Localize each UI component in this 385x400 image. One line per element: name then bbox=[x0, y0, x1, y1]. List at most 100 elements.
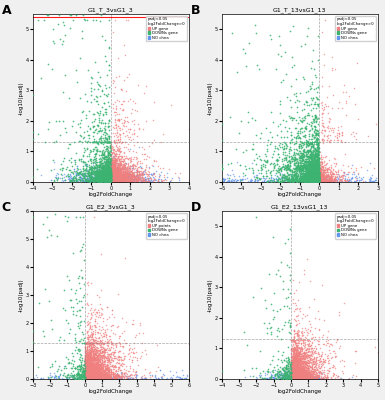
Point bbox=[289, 367, 295, 373]
Point bbox=[289, 177, 295, 183]
Point bbox=[96, 178, 102, 185]
Point bbox=[315, 176, 321, 182]
Point bbox=[281, 375, 287, 382]
Point bbox=[86, 367, 92, 374]
Point bbox=[123, 172, 129, 178]
Point bbox=[315, 150, 321, 156]
Point bbox=[325, 125, 331, 131]
Point bbox=[315, 155, 321, 161]
Point bbox=[298, 374, 304, 381]
Point bbox=[327, 178, 333, 185]
Point bbox=[97, 301, 103, 307]
Point bbox=[68, 370, 74, 376]
Point bbox=[316, 173, 322, 179]
Point bbox=[107, 166, 113, 172]
Point bbox=[77, 364, 84, 370]
Point bbox=[72, 337, 78, 343]
Point bbox=[310, 354, 316, 360]
Point bbox=[119, 126, 125, 132]
Point bbox=[305, 149, 311, 156]
Point bbox=[291, 338, 298, 344]
Point bbox=[291, 373, 297, 380]
Point bbox=[323, 178, 330, 185]
Point bbox=[89, 365, 95, 372]
Point bbox=[301, 178, 307, 184]
Point bbox=[123, 154, 129, 161]
Point bbox=[50, 38, 56, 44]
Point bbox=[293, 354, 299, 360]
Point bbox=[313, 150, 319, 157]
Point bbox=[118, 374, 124, 381]
Point bbox=[291, 373, 297, 380]
Point bbox=[311, 369, 318, 375]
Point bbox=[307, 376, 313, 382]
Point bbox=[308, 372, 315, 378]
Point bbox=[290, 376, 296, 382]
Point bbox=[277, 166, 283, 172]
Point bbox=[118, 148, 124, 154]
Point bbox=[119, 101, 125, 107]
Point bbox=[110, 340, 116, 346]
Point bbox=[109, 172, 116, 178]
Point bbox=[290, 369, 296, 375]
Point bbox=[288, 364, 295, 370]
Point bbox=[78, 376, 84, 382]
Point bbox=[294, 174, 300, 180]
Point bbox=[109, 178, 116, 184]
Point bbox=[296, 340, 302, 346]
Point bbox=[102, 177, 108, 184]
Point bbox=[87, 366, 94, 373]
Point bbox=[284, 375, 290, 381]
Point bbox=[309, 374, 315, 381]
Point bbox=[291, 374, 297, 381]
Point bbox=[98, 137, 104, 143]
Point bbox=[295, 373, 301, 380]
Point bbox=[292, 375, 298, 381]
Point bbox=[113, 169, 119, 175]
Point bbox=[85, 368, 92, 374]
Point bbox=[100, 139, 106, 146]
Point bbox=[295, 374, 301, 380]
Point bbox=[109, 174, 115, 180]
Point bbox=[288, 373, 295, 379]
Point bbox=[100, 172, 106, 179]
Point bbox=[113, 375, 119, 381]
Point bbox=[114, 373, 120, 379]
Point bbox=[297, 376, 303, 382]
Point bbox=[124, 155, 130, 161]
Point bbox=[296, 177, 302, 184]
Point bbox=[94, 355, 100, 362]
Point bbox=[107, 139, 113, 146]
Point bbox=[293, 353, 299, 360]
Point bbox=[143, 178, 149, 184]
Point bbox=[87, 374, 93, 380]
Point bbox=[296, 375, 303, 382]
Point bbox=[221, 177, 227, 183]
Point bbox=[156, 171, 162, 177]
Point bbox=[88, 372, 94, 378]
Point bbox=[90, 330, 96, 336]
Point bbox=[75, 370, 81, 377]
Point bbox=[86, 372, 92, 379]
Point bbox=[294, 375, 300, 382]
Point bbox=[100, 368, 107, 374]
Point bbox=[314, 137, 320, 144]
Point bbox=[109, 176, 116, 183]
Point bbox=[119, 169, 126, 176]
Point bbox=[296, 164, 302, 171]
Point bbox=[44, 213, 50, 220]
Point bbox=[82, 375, 88, 381]
Point bbox=[114, 177, 121, 183]
Point bbox=[96, 178, 102, 185]
Point bbox=[303, 174, 309, 181]
Point bbox=[316, 326, 323, 332]
Point bbox=[74, 177, 80, 183]
Point bbox=[318, 164, 324, 170]
Point bbox=[322, 177, 328, 183]
Point bbox=[110, 174, 116, 181]
Point bbox=[322, 174, 328, 181]
Point bbox=[99, 364, 105, 370]
Point bbox=[111, 138, 117, 144]
Point bbox=[322, 174, 328, 180]
Point bbox=[105, 152, 111, 158]
